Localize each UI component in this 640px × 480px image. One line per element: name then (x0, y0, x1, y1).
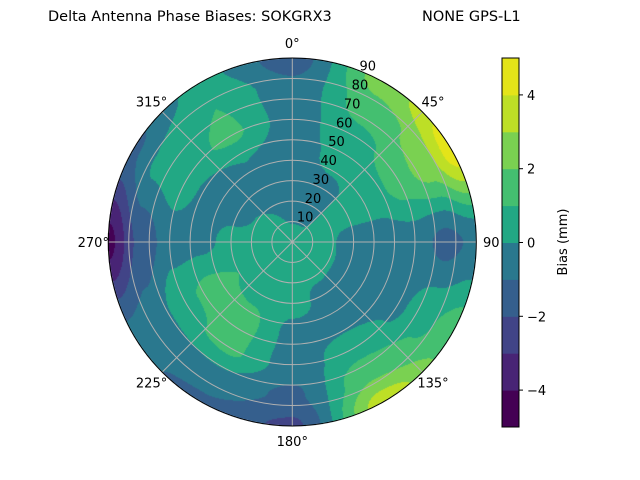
radial-tick-label: 60 (336, 116, 353, 131)
colorbar-band (502, 242, 519, 280)
colorbar-band (502, 390, 519, 428)
radial-tick-label: 90 (360, 60, 377, 75)
colorbar-tick-label: 2 (527, 163, 535, 178)
azimuth-tick-label: 225° (136, 377, 167, 392)
radial-tick-label: 30 (313, 173, 330, 188)
radial-tick-label: 80 (352, 79, 369, 94)
colorbar-band (502, 94, 519, 133)
azimuth-tick-label: 135° (417, 377, 448, 392)
colorbar-band (502, 279, 519, 317)
radial-tick-label: 40 (320, 154, 337, 169)
colorbar-band (502, 168, 519, 207)
azimuth-gridline (161, 241, 293, 373)
colorbar-band (502, 131, 519, 170)
azimuth-tick-label: 180° (277, 435, 308, 450)
colorbar-label: Bias (mm) (556, 209, 571, 276)
colorbar-tick-label: 0 (527, 237, 535, 252)
colorbar-tick-label: −4 (527, 384, 546, 399)
azimuth-gridline (291, 241, 423, 373)
chart-title-right: NONE GPS-L1 (422, 9, 521, 25)
azimuth-tick-label: 270° (78, 236, 109, 251)
azimuth-tick-label: 0° (285, 37, 300, 52)
azimuth-tick-label: 45° (421, 95, 444, 110)
colorbar-band (502, 58, 519, 96)
polar-grid (108, 58, 477, 426)
azimuth-gridline (291, 111, 423, 243)
radial-tick-label: 10 (297, 211, 314, 226)
azimuth-tick-label: 90 (483, 236, 500, 251)
azimuth-gridline (161, 111, 293, 243)
radial-tick-label: 50 (328, 135, 345, 150)
colorbar-band (502, 353, 519, 391)
radial-tick-label: 70 (344, 97, 361, 112)
colorbar-band (502, 205, 519, 243)
azimuth-tick-label: 315° (136, 95, 167, 110)
colorbar-tick-label: 4 (527, 89, 535, 104)
colorbar-tick-label: −2 (527, 310, 546, 325)
polar-frame (107, 57, 477, 427)
colorbar-band (502, 316, 519, 354)
chart-title: Delta Antenna Phase Biases: SOKGRX3 (48, 9, 332, 25)
colorbar: −4 −2 0 2 4 Bias (mm) (501, 57, 571, 428)
radial-tick-label: 20 (305, 192, 322, 207)
